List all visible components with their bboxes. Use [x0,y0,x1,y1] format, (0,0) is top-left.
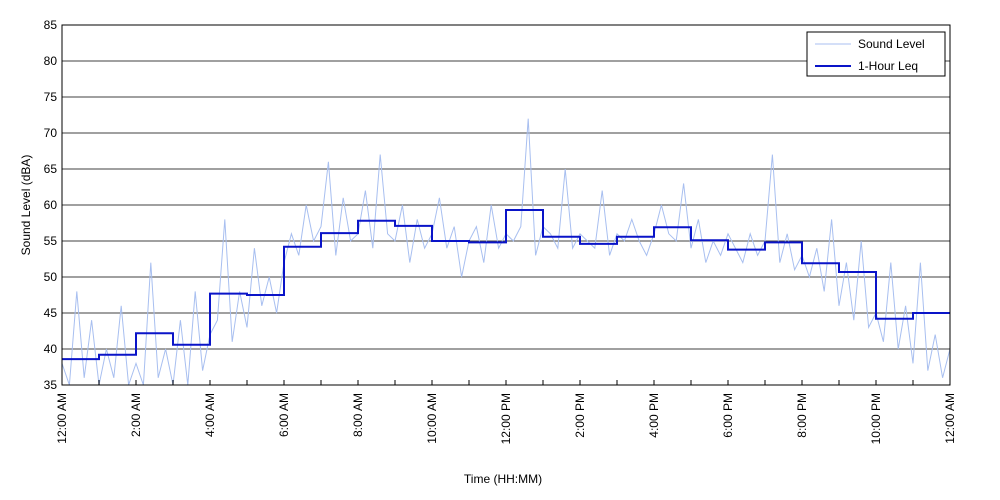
x-tick-label: 2:00 PM [573,393,587,438]
x-tick-label: 12:00 AM [55,393,69,444]
legend-label-leq: 1-Hour Leq [858,59,918,73]
x-tick-label: 10:00 AM [425,393,439,444]
x-tick-label: 8:00 PM [795,393,809,438]
y-tick-label: 50 [44,270,58,284]
y-axis-label: Sound Level (dBA) [19,155,33,256]
series-1-hour-leq [62,209,950,361]
x-tick-label: 4:00 PM [647,393,661,438]
y-tick-label: 80 [44,54,58,68]
y-axis-ticks: 35 40 45 50 55 60 65 70 75 80 85 [44,18,58,392]
y-tick-label: 85 [44,18,58,32]
y-tick-label: 55 [44,234,58,248]
y-tick-label: 70 [44,126,58,140]
y-tick-label: 75 [44,90,58,104]
x-tick-label: 10:00 PM [869,393,883,444]
x-tick-label: 2:00 AM [129,393,143,437]
x-tick-label: 12:00 AM [943,393,957,444]
x-axis-ticks: 12:00 AM 2:00 AM 4:00 AM 6:00 AM 8:00 AM 10:0… [55,380,957,444]
y-tick-label: 40 [44,342,58,356]
data-layer [61,118,951,386]
y-tick-label: 60 [44,198,58,212]
x-axis-label: Time (HH:MM) [464,472,542,486]
x-tick-label: 8:00 AM [351,393,365,437]
legend-label-sound-level: Sound Level [858,37,925,51]
x-tick-label: 6:00 AM [277,393,291,437]
x-tick-label: 12:00 PM [499,393,513,444]
x-tick-label: 6:00 PM [721,393,735,438]
legend: Sound Level 1-Hour Leq [806,31,946,77]
x-tick-label: 4:00 AM [203,393,217,437]
legend-box [806,31,946,77]
y-tick-label: 65 [44,162,58,176]
y-tick-label: 45 [44,306,58,320]
y-tick-label: 35 [44,378,58,392]
